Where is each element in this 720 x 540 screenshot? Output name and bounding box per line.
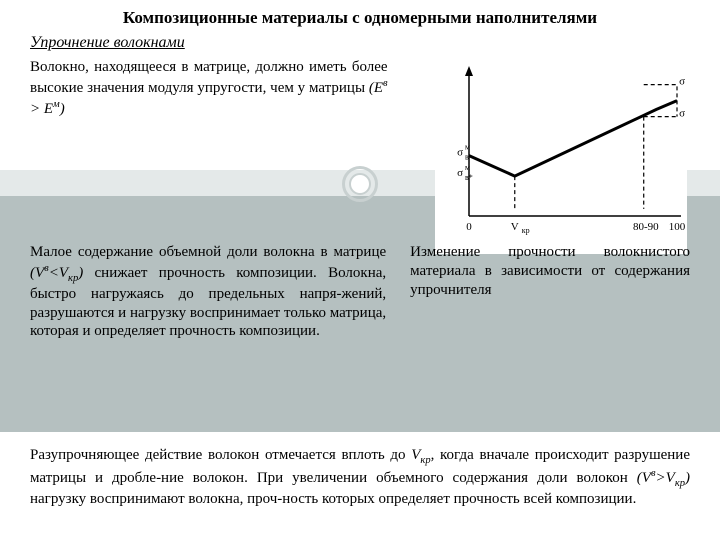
svg-text:σ: σ [679, 108, 685, 120]
svg-text:σ: σ [679, 76, 685, 88]
section-subtitle: Упрочнение волокнами [0, 32, 720, 54]
left-column-paragraph: Малое содержание объемной доли волокна в… [30, 243, 386, 341]
svg-text:0: 0 [466, 221, 472, 233]
svg-text:100: 100 [669, 221, 686, 233]
page-title: Композиционные материалы с одномерными н… [0, 0, 720, 32]
svg-text:80-90: 80-90 [633, 221, 659, 233]
right-column-caption: Изменение прочности волокнистого материа… [410, 243, 690, 341]
decorative-circle-icon [342, 166, 378, 202]
strength-chart: 0Vкр80-90100σквσквσмвσмв* [435, 64, 687, 254]
svg-text:V: V [511, 221, 519, 233]
svg-text:σ: σ [457, 167, 463, 179]
svg-text:в*: в* [465, 173, 473, 182]
chart-svg: 0Vкр80-90100σквσквσмвσмв* [435, 64, 687, 254]
svg-text:м: м [465, 163, 470, 172]
bottom-paragraph: Разупрочняющее действие волокон отмечает… [0, 440, 720, 515]
svg-text:в: в [465, 153, 469, 162]
intro-paragraph: Волокно, находящееся в матрице, должно и… [0, 54, 418, 124]
svg-text:кр: кр [522, 226, 530, 235]
svg-text:σ: σ [457, 147, 463, 159]
svg-text:м: м [465, 143, 470, 152]
